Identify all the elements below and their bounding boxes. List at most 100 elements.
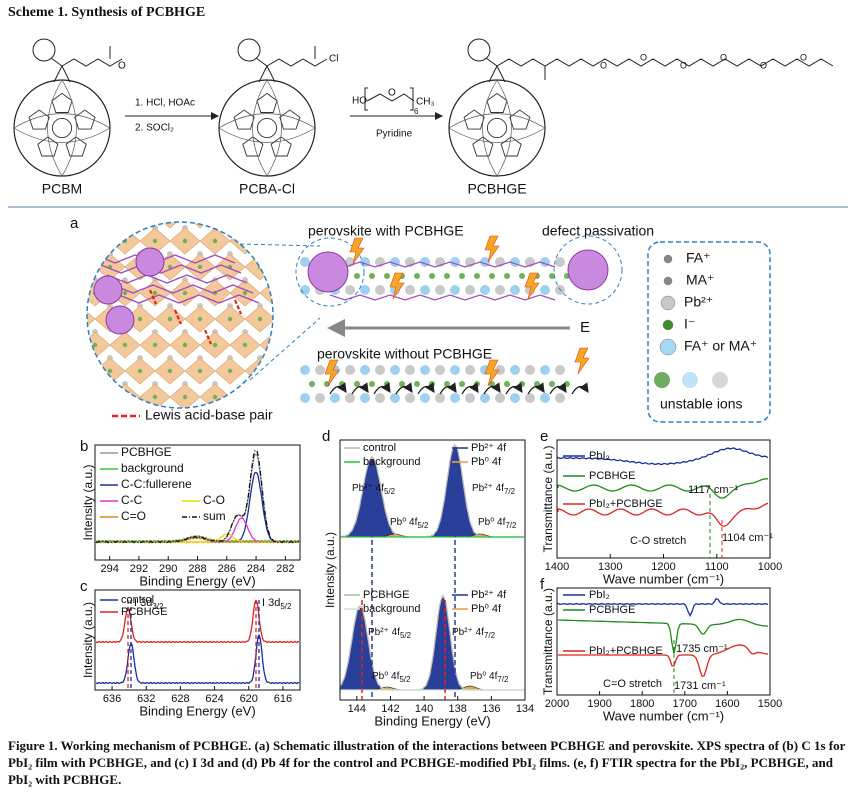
migration-arrow — [329, 382, 347, 395]
ion — [138, 421, 142, 425]
ion — [182, 290, 188, 296]
ion — [510, 393, 520, 403]
ion — [369, 273, 375, 279]
fullerene-bonds — [13, 79, 111, 177]
ion — [272, 342, 273, 348]
ion — [540, 285, 550, 295]
ion — [450, 365, 460, 375]
ion — [549, 273, 555, 279]
ion — [414, 273, 420, 279]
legend-box — [647, 241, 771, 423]
pentagon — [279, 109, 301, 130]
ion — [183, 187, 187, 191]
label: PbI₂ — [589, 450, 610, 462]
ion — [330, 393, 340, 403]
label: PCBHGE — [589, 470, 635, 482]
ion — [77, 303, 83, 309]
ion — [122, 342, 128, 348]
ion — [62, 225, 68, 231]
spectrum — [95, 449, 300, 544]
ion — [345, 365, 355, 375]
octahedron — [95, 410, 125, 436]
label: C-C — [121, 493, 143, 507]
ion — [480, 285, 490, 295]
label: O — [388, 88, 396, 99]
octahedron — [305, 410, 335, 436]
ion — [107, 368, 113, 374]
octahedron — [50, 280, 80, 306]
ion — [227, 368, 233, 374]
legend-icon — [682, 372, 698, 388]
ion — [108, 421, 112, 425]
annotation-sub: 7/2 — [484, 631, 496, 640]
migration-arrow — [351, 382, 369, 395]
ion — [495, 285, 505, 295]
ion — [182, 394, 188, 400]
label: C=O — [121, 509, 146, 523]
label: PCBHGE — [121, 445, 172, 459]
ion — [137, 407, 143, 408]
octahedron — [244, 222, 273, 229]
label: Wave number (cm⁻¹) — [603, 708, 724, 723]
passivation-circle — [295, 237, 365, 307]
annotation-main: Pb⁰ 4f — [478, 517, 506, 528]
figure: Scheme 1. Synthesis of PCBHGE O Cl O O O O O O 1… — [8, 5, 848, 728]
label: Intensity (a.u.) — [323, 532, 337, 608]
octahedron — [87, 305, 96, 333]
pcbhge-chain — [118, 294, 260, 304]
ion — [242, 342, 248, 348]
ion — [519, 381, 525, 387]
label: unstable ions — [660, 396, 743, 412]
ion — [435, 365, 445, 375]
legend-icon — [712, 372, 728, 388]
ion — [227, 316, 233, 322]
label: e — [540, 428, 548, 445]
label: 286 — [218, 563, 236, 575]
legend-icon — [660, 295, 676, 311]
ion — [63, 291, 67, 295]
ion — [272, 277, 273, 283]
ion — [92, 238, 98, 244]
ion — [302, 329, 308, 335]
ion — [182, 342, 188, 348]
label: 1200 — [651, 561, 675, 573]
ion — [182, 238, 188, 244]
bolt — [484, 235, 500, 263]
ion — [212, 238, 218, 244]
ion — [303, 343, 307, 347]
octahedron — [65, 410, 95, 436]
label: C-O stretch — [630, 535, 686, 547]
label: Intensity (a.u.) — [81, 464, 95, 540]
label: 294 — [100, 563, 118, 575]
ion — [77, 407, 83, 413]
ion — [167, 264, 173, 270]
pentagon — [74, 109, 96, 130]
label: 284 — [247, 563, 265, 575]
ion — [480, 393, 490, 403]
fullerene — [13, 79, 111, 177]
lewis-bond — [233, 299, 243, 315]
annotation: Pb⁰ 4f5/2 — [390, 517, 429, 530]
ion — [287, 355, 293, 361]
annotation-sub: 5/2 — [399, 675, 411, 684]
pcbhge-chain — [112, 284, 254, 294]
label: 1700 — [673, 698, 697, 710]
ion — [48, 369, 52, 373]
c60 — [567, 249, 609, 291]
ion — [78, 369, 82, 373]
label: Transmittance (a.u.) — [541, 446, 555, 553]
migration-arrow — [461, 382, 479, 395]
ion — [212, 433, 218, 439]
ion — [540, 365, 550, 375]
ion — [152, 290, 158, 296]
ion — [435, 393, 445, 403]
label: MA⁺ — [686, 272, 714, 288]
ion — [77, 355, 83, 361]
ion — [122, 394, 128, 400]
octahedron — [35, 358, 65, 384]
ion — [474, 273, 480, 279]
ion — [272, 238, 273, 244]
ion — [92, 381, 98, 387]
label: 1400 — [545, 561, 569, 573]
ion — [384, 381, 390, 387]
